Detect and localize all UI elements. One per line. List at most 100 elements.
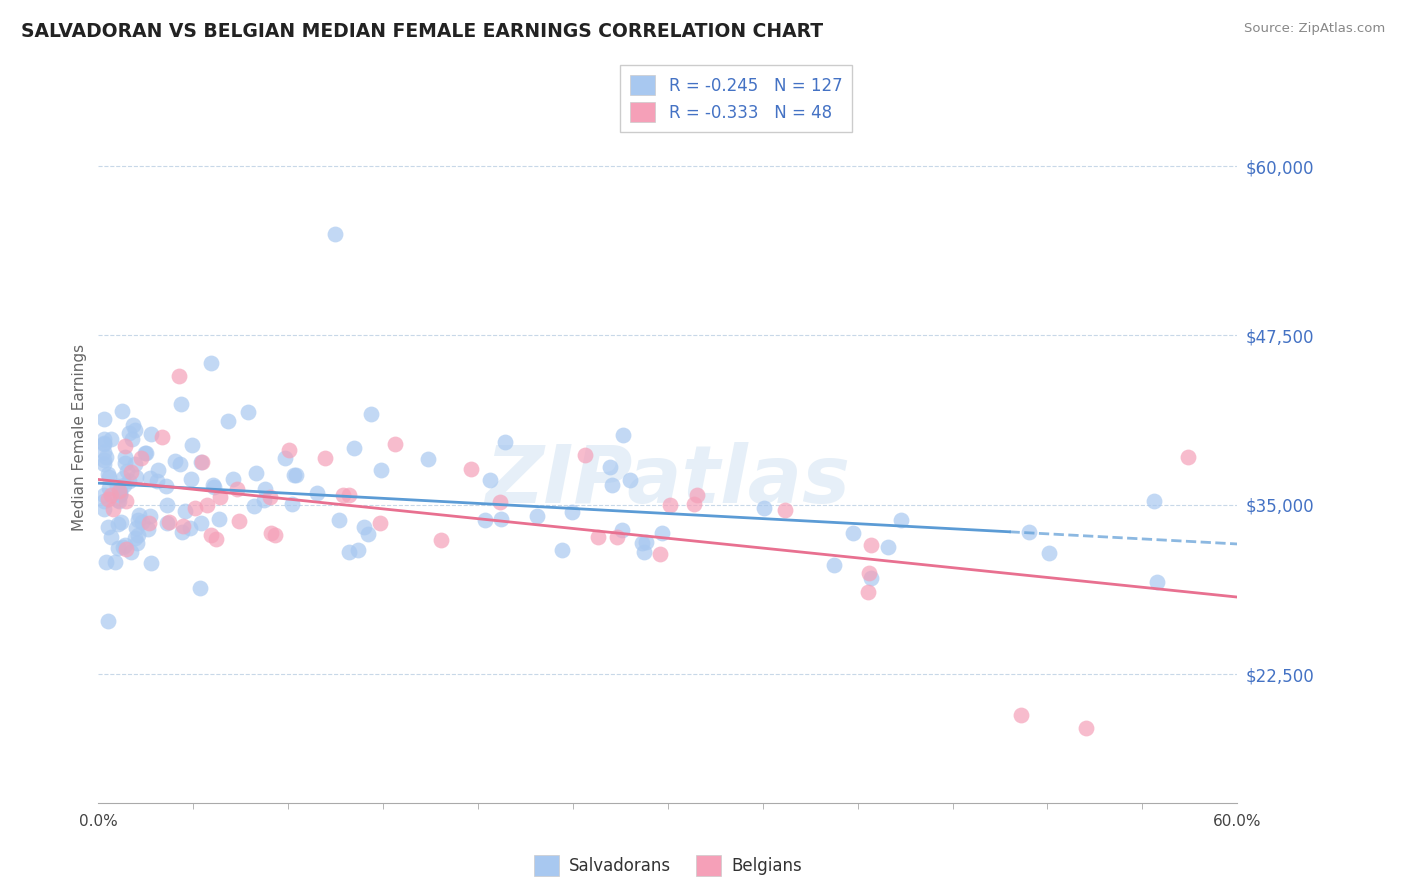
Point [650, 547, 672, 561]
Point [139, 509, 162, 524]
Point [343, 441, 366, 455]
Point [93, 494, 115, 508]
Point [107, 517, 129, 532]
Point [111, 404, 134, 418]
Point [97, 614, 120, 628]
Point [110, 488, 132, 502]
Point [100, 530, 122, 544]
Point [131, 450, 153, 465]
Point [337, 488, 360, 502]
Point [659, 498, 682, 512]
Point [651, 525, 673, 540]
Point [384, 436, 406, 450]
Point [122, 418, 145, 433]
Point [131, 515, 153, 529]
Point [100, 488, 122, 502]
Point [155, 479, 177, 493]
Point [139, 471, 162, 485]
Point [631, 536, 654, 550]
Point [93, 445, 115, 459]
Point [254, 482, 277, 496]
Point [167, 369, 190, 384]
Point [127, 536, 149, 550]
Point [599, 460, 621, 475]
Point [97, 520, 120, 534]
Point [226, 482, 249, 496]
Point [460, 461, 482, 475]
Point [606, 530, 628, 544]
Point [1146, 575, 1168, 590]
Point [110, 515, 132, 529]
Point [134, 446, 156, 460]
Point [228, 514, 250, 528]
Point [634, 535, 657, 549]
Point [307, 486, 329, 500]
Point [97, 491, 120, 506]
Point [685, 488, 707, 502]
Point [430, 533, 453, 547]
Point [125, 470, 148, 484]
Point [124, 423, 146, 437]
Point [204, 480, 226, 494]
Point [489, 512, 512, 526]
Point [139, 427, 162, 442]
Point [314, 451, 336, 466]
Point [332, 488, 354, 502]
Point [208, 512, 231, 526]
Point [285, 467, 308, 482]
Point [368, 516, 391, 530]
Point [112, 478, 135, 492]
Point [360, 407, 382, 421]
Point [478, 473, 501, 487]
Point [209, 490, 232, 504]
Point [112, 540, 135, 554]
Point [135, 446, 157, 460]
Point [190, 516, 212, 530]
Point [526, 509, 548, 524]
Point [93, 436, 115, 450]
Point [202, 478, 225, 492]
Point [114, 456, 136, 470]
Point [277, 442, 299, 457]
Point [108, 487, 131, 501]
Point [100, 432, 122, 446]
Point [105, 479, 128, 493]
Legend: Salvadorans, Belgians: Salvadorans, Belgians [527, 848, 808, 882]
Point [253, 493, 276, 508]
Point [117, 464, 139, 478]
Point [138, 516, 160, 531]
Point [274, 451, 297, 466]
Point [96, 450, 118, 465]
Point [136, 522, 159, 536]
Point [114, 539, 136, 553]
Text: ZIPatlas: ZIPatlas [485, 442, 851, 520]
Point [93, 437, 115, 451]
Point [156, 516, 179, 530]
Point [752, 500, 775, 515]
Point [111, 470, 134, 484]
Point [1143, 494, 1166, 508]
Point [612, 428, 634, 442]
Point [773, 503, 796, 517]
Point [93, 502, 115, 516]
Point [842, 526, 865, 541]
Point [264, 527, 287, 541]
Point [222, 472, 245, 486]
Point [124, 531, 146, 545]
Point [118, 474, 141, 488]
Point [283, 468, 305, 483]
Point [139, 556, 162, 570]
Point [93, 488, 115, 502]
Point [259, 490, 281, 504]
Point [561, 505, 583, 519]
Text: SALVADORAN VS BELGIAN MEDIAN FEMALE EARNINGS CORRELATION CHART: SALVADORAN VS BELGIAN MEDIAN FEMALE EARN… [21, 22, 824, 41]
Point [108, 483, 131, 498]
Point [93, 412, 115, 426]
Point [98, 470, 121, 484]
Point [550, 543, 572, 558]
Point [612, 523, 634, 537]
Point [104, 555, 127, 569]
Point [682, 497, 704, 511]
Point [184, 501, 207, 516]
Point [107, 494, 129, 508]
